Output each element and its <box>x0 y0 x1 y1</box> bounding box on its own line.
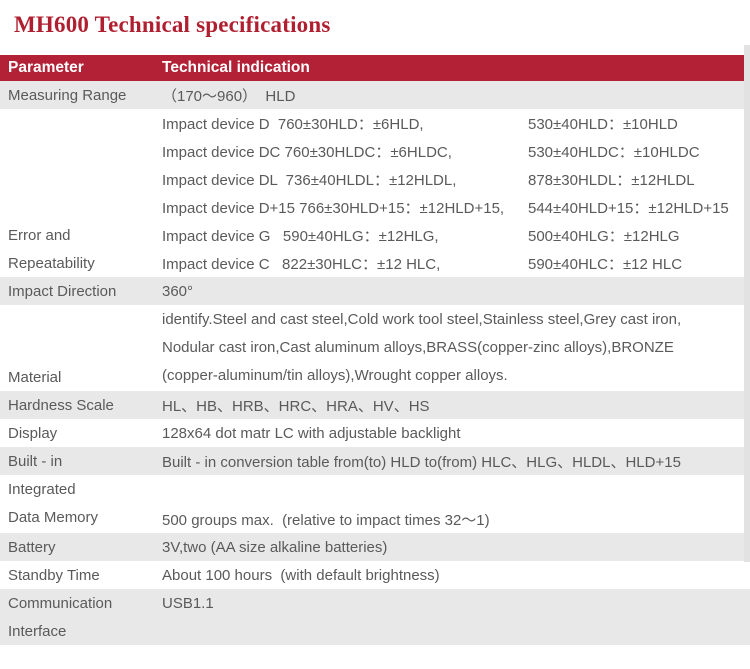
impact-device-spec: Impact device D+15 766±30HLD+15：±12HLD+1… <box>162 199 505 217</box>
value-line: Impact device D+15 766±30HLD+15：±12HLD+1… <box>162 193 750 221</box>
impact-device-spec-alt: 544±40HLD+15：±12HLD+15 <box>528 199 729 217</box>
param-label: Hardness Scale <box>8 396 114 414</box>
impact-device-spec-alt: 878±30HLDL：±12HLDL <box>528 171 695 189</box>
header-parameter: Parameter <box>8 59 84 76</box>
value-line: Impact device C 822±30HLC：±12 HLC, 590±4… <box>162 249 750 277</box>
param-label: Integrated Data Memory <box>0 475 162 533</box>
value-text: 500 groups max. (relative to impact time… <box>162 511 490 529</box>
header-technical-indication: Technical indication <box>162 59 310 76</box>
param-line: Communication <box>8 594 113 612</box>
table-row-measuring-range: Measuring Range （170～960） HLD <box>0 81 750 109</box>
param-label: Measuring Range <box>8 86 127 104</box>
param-label: Impact Direction <box>8 282 117 300</box>
value-text: （170～960） HLD <box>162 87 296 105</box>
impact-device-spec: Impact device DC 760±30HLDC：±6HLDC, <box>162 143 452 161</box>
value-line: Nodular cast iron,Cast aluminum alloys,B… <box>162 338 674 356</box>
value-text: USB1.1 <box>162 594 214 612</box>
param-line: Integrated <box>8 480 76 498</box>
param-label: Error and Repeatability <box>0 109 162 277</box>
table-row-battery: Battery 3V,two (AA size alkaline batteri… <box>0 533 750 561</box>
spec-table: Parameter Technical indication Measuring… <box>0 55 750 645</box>
value-line: identify.Steel and cast steel,Cold work … <box>162 310 682 328</box>
table-row-error-repeatability: Error and Repeatability Impact device D … <box>0 109 750 277</box>
param-label: Built - in <box>8 452 63 470</box>
impact-device-spec-alt: 530±40HLD：±10HLD <box>528 115 678 133</box>
impact-device-spec: Impact device DL 736±40HLDL：±12HLDL, <box>162 171 457 189</box>
param-line: Material <box>8 368 62 386</box>
value-lines: 500 groups max. (relative to impact time… <box>162 475 750 533</box>
value-line: Impact device DL 736±40HLDL：±12HLDL, 878… <box>162 165 750 193</box>
value-text: HL、HB、HRB、HRC、HRA、HV、HS <box>162 397 430 415</box>
param-line: Error and <box>8 226 71 244</box>
impact-device-spec-alt: 500±40HLG：±12HLG <box>528 227 680 245</box>
scrollbar-thumb[interactable] <box>744 45 750 562</box>
value-line: (copper-aluminum/tin alloys),Wrought cop… <box>162 366 508 384</box>
value-lines: USB1.1 <box>162 589 750 645</box>
value-text: 3V,two (AA size alkaline batteries) <box>162 538 388 556</box>
param-line: Interface <box>8 622 67 640</box>
param-label: Standby Time <box>8 566 100 584</box>
impact-device-spec: Impact device D 760±30HLD：±6HLD, <box>162 115 424 133</box>
param-label: Material <box>0 305 162 391</box>
value-line: Impact device DC 760±30HLDC：±6HLDC, 530±… <box>162 137 750 165</box>
table-row-standby-time: Standby Time About 100 hours (with defau… <box>0 561 750 589</box>
table-row-data-memory: Integrated Data Memory 500 groups max. (… <box>0 475 750 533</box>
param-label: Battery <box>8 538 56 556</box>
value-text: 360° <box>162 282 194 300</box>
table-header-row: Parameter Technical indication <box>0 55 744 81</box>
table-row-impact-direction: Impact Direction 360° <box>0 277 750 305</box>
value-lines: Impact device D 760±30HLD：±6HLD, 530±40H… <box>162 109 750 277</box>
param-line: Data Memory <box>8 508 99 526</box>
param-label: Communication Interface <box>0 589 162 645</box>
table-row-built-in: Built - in Built - in conversion table f… <box>0 447 750 475</box>
value-lines: identify.Steel and cast steel,Cold work … <box>162 305 750 391</box>
impact-device-spec-alt: 590±40HLC：±12 HLC <box>528 255 683 273</box>
value-line: Impact device G 590±40HLG：±12HLG, 500±40… <box>162 221 750 249</box>
page-title: MH600 Technical specifications <box>14 12 331 37</box>
value-line: Impact device D 760±30HLD：±6HLD, 530±40H… <box>162 109 750 137</box>
value-text: About 100 hours (with default brightness… <box>162 566 440 584</box>
value-text: Built - in conversion table from(to) HLD… <box>162 453 681 471</box>
param-line: Repeatability <box>8 254 95 272</box>
table-row-hardness-scale: Hardness Scale HL、HB、HRB、HRC、HRA、HV、HS <box>0 391 750 419</box>
value-text: 128x64 dot matr LC with adjustable backl… <box>162 424 461 442</box>
param-label: Display <box>8 424 58 442</box>
impact-device-spec-alt: 530±40HLDC：±10HLDC <box>528 143 700 161</box>
table-row-material: Material identify.Steel and cast steel,C… <box>0 305 750 391</box>
impact-device-spec: Impact device G 590±40HLG：±12HLG, <box>162 227 439 245</box>
table-row-communication-interface: Communication Interface USB1.1 <box>0 589 750 645</box>
table-row-display: Display 128x64 dot matr LC with adjustab… <box>0 419 750 447</box>
impact-device-spec: Impact device C 822±30HLC：±12 HLC, <box>162 255 441 273</box>
